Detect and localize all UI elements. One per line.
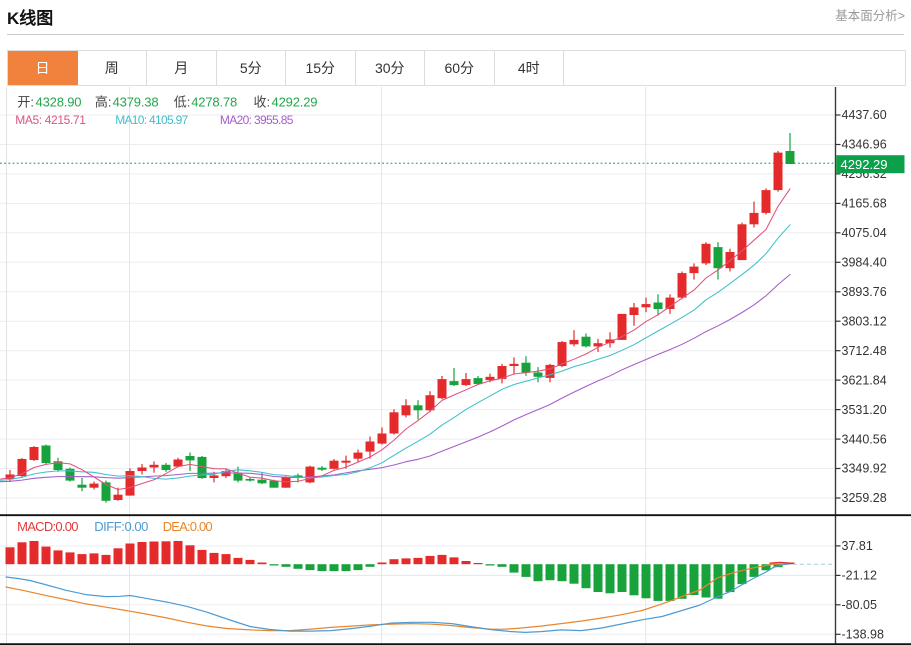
- svg-text:3531.20: 3531.20: [842, 403, 887, 417]
- svg-text:3349.92: 3349.92: [842, 462, 887, 476]
- svg-text:3440.56: 3440.56: [842, 432, 887, 446]
- svg-text:4346.96: 4346.96: [842, 138, 887, 152]
- svg-text:4292.29: 4292.29: [841, 157, 888, 172]
- svg-text:4437.60: 4437.60: [842, 108, 887, 122]
- svg-text:3259.28: 3259.28: [842, 491, 887, 505]
- svg-text:3712.48: 3712.48: [842, 344, 887, 358]
- svg-text:3893.76: 3893.76: [842, 285, 887, 299]
- svg-text:3621.84: 3621.84: [842, 373, 887, 387]
- svg-text:3803.12: 3803.12: [842, 314, 887, 328]
- svg-text:-21.12: -21.12: [842, 569, 877, 583]
- svg-text:3984.40: 3984.40: [842, 256, 887, 270]
- svg-text:-80.05: -80.05: [842, 598, 877, 612]
- svg-text:-138.98: -138.98: [842, 628, 884, 642]
- svg-text:4075.04: 4075.04: [842, 226, 887, 240]
- svg-text:4165.68: 4165.68: [842, 197, 887, 211]
- svg-text:37.81: 37.81: [842, 539, 873, 553]
- svg-text:开:4328.90高:4379.38低:4278.78收:4: 开:4328.90 高:4379.38 低:4278.78 收:4292.29: [17, 95, 317, 110]
